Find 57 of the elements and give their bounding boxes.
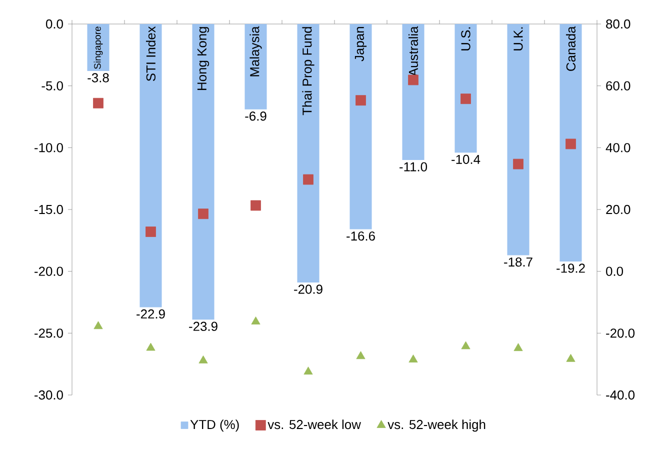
point: [408, 354, 418, 362]
data-label: -18.7: [504, 257, 532, 267]
data-label: -20.9: [294, 284, 322, 294]
y-tick-label: -25.0: [34, 328, 63, 338]
point: [198, 208, 208, 220]
data-label: -6.9: [245, 112, 266, 121]
point: [250, 200, 261, 211]
point: [198, 355, 208, 364]
data-label: -16.6: [346, 231, 375, 241]
point: [94, 321, 103, 330]
y2-tick-label: 40.0: [606, 143, 630, 152]
point: [93, 98, 104, 108]
x-tick-label: Malaysia: [250, 26, 262, 76]
point: [356, 351, 366, 360]
point: [146, 226, 156, 237]
y-tick-label: -5.0: [42, 81, 63, 90]
data-label: -10.4: [452, 154, 480, 164]
y2-tick-label: 80.0: [606, 19, 630, 29]
point: [304, 366, 313, 375]
data-label: -3.8: [88, 73, 109, 82]
point: [461, 341, 470, 350]
y2-tick-label: -40.0: [606, 390, 635, 400]
y2-tick-label: -20.0: [606, 328, 635, 338]
point: [566, 138, 576, 150]
point: [408, 74, 418, 86]
y-tick-label: -10.0: [34, 143, 63, 152]
y2-tick-label: 0.0: [606, 266, 624, 276]
x-tick-label: Thai Prop Fund: [302, 27, 314, 116]
data-label: -22.9: [136, 309, 165, 319]
y-tick-label: -30.0: [34, 390, 63, 400]
y-tick-label: 0.0: [46, 19, 63, 29]
x-tick-label: Japan: [354, 27, 367, 62]
legend-label: YTD (%): [190, 420, 239, 432]
point: [514, 343, 523, 352]
x-tick-label: U.K.: [514, 27, 523, 50]
legend-label: vs. 52-week low: [268, 420, 361, 430]
data-label: -19.2: [556, 264, 585, 273]
x-tick-label: Singapore: [94, 26, 103, 69]
x-tick-label: Australia: [408, 26, 418, 77]
y2-tick-label: 60.0: [606, 81, 630, 90]
data-label: -11.0: [400, 162, 428, 172]
legend-label: vs. 52-week high: [388, 420, 486, 432]
x-tick-label: Hong Kong: [197, 27, 210, 90]
x-tick-label: Canada: [566, 26, 576, 71]
point: [251, 316, 260, 324]
point: [566, 354, 576, 362]
y2-tick-label: 20.0: [606, 204, 630, 214]
point: [513, 158, 524, 170]
point: [356, 95, 366, 106]
y-tick-label: -20.0: [34, 266, 63, 276]
point: [460, 94, 471, 104]
x-tick-label: STI Index: [146, 26, 156, 82]
x-tick-label: U.S.: [461, 27, 470, 50]
y-tick-label: -15.0: [34, 204, 63, 214]
point: [303, 174, 314, 185]
data-label: -23.9: [189, 322, 218, 331]
point: [146, 342, 156, 351]
